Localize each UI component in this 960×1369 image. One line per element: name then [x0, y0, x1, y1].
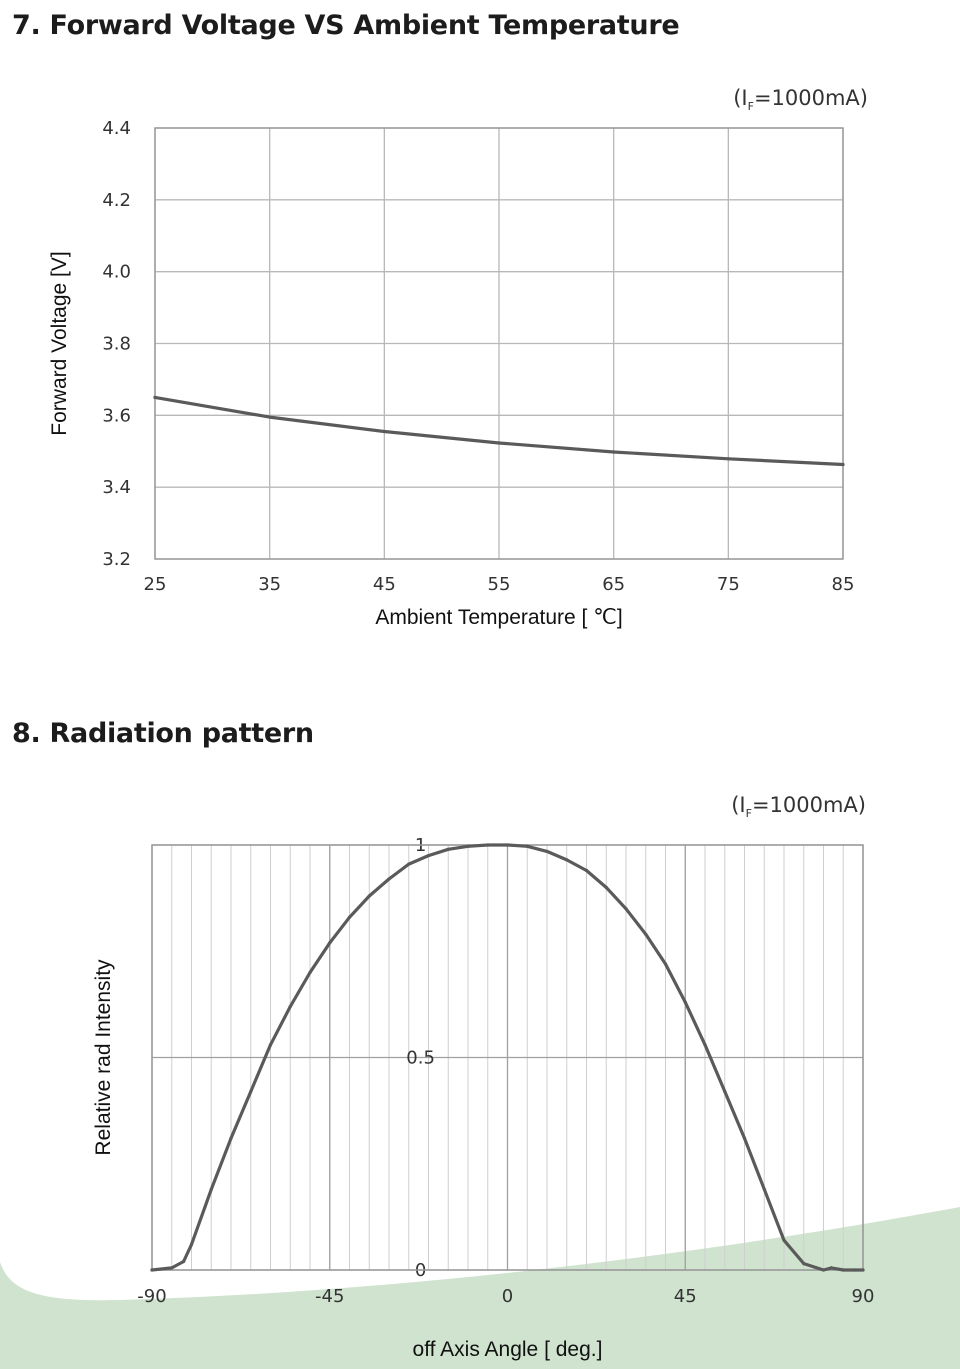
data-point: [861, 1268, 865, 1272]
data-point: [182, 1259, 186, 1264]
data-point: [545, 849, 549, 853]
data-point: [742, 1136, 747, 1140]
data-point: [802, 1262, 806, 1266]
data-point: [612, 450, 616, 454]
data-point: [407, 862, 411, 866]
data-point: [762, 1187, 766, 1191]
x-tick-label: 45: [674, 1286, 697, 1307]
y-tick-label: 3.8: [102, 334, 131, 355]
x-axis-label: Ambient Temperature [ ℃]: [375, 606, 622, 629]
test-condition-label: (IF=1000mA): [731, 793, 866, 820]
x-tick-label: 35: [258, 574, 281, 595]
data-point: [229, 1136, 233, 1140]
test-condition-label: (IF=1000mA): [733, 86, 868, 113]
data-point: [726, 457, 730, 461]
forward-voltage-chart: 25 35 45 55 65 75 85 3.2 3.4 3.6 3.8 4.0 4.2 4.4 Ambie…: [48, 118, 855, 629]
section-title-radiation-pattern: 8. Radiation pattern: [12, 718, 314, 749]
y-tick-label: 4.2: [102, 190, 131, 211]
data-point: [841, 1268, 845, 1272]
x-tick-label: 75: [717, 574, 740, 595]
y-tick-label: 3.6: [102, 405, 131, 426]
x-tick-label: -90: [137, 1286, 166, 1307]
data-series-line: [150, 843, 865, 1272]
x-tick-label: 65: [602, 574, 625, 595]
x-tick-label: 25: [144, 574, 167, 595]
condition-subscript: F: [747, 100, 754, 114]
section-title-forward-voltage: 7. Forward Voltage VS Ambient Temperatur…: [12, 10, 680, 41]
data-point: [829, 1266, 834, 1270]
data-point: [347, 915, 352, 919]
x-tick-label: 45: [373, 574, 396, 595]
x-tick-label: 0: [502, 1286, 513, 1307]
data-point: [525, 844, 529, 848]
data-point: [584, 868, 589, 873]
x-tick-label: 90: [852, 1286, 875, 1307]
y-tick-label: 0.5: [406, 1048, 435, 1069]
condition-prefix: (I: [733, 86, 748, 110]
condition-suffix: =1000mA): [753, 86, 868, 110]
data-point: [308, 970, 312, 975]
data-point: [209, 1187, 213, 1191]
data-point: [497, 441, 501, 445]
data-point: [565, 858, 569, 862]
data-point: [328, 941, 332, 945]
data-point: [663, 962, 668, 966]
x-tick-label: 55: [488, 574, 511, 595]
data-point: [268, 1043, 273, 1047]
condition-prefix: (I: [731, 793, 746, 817]
data-point: [249, 1089, 253, 1094]
data-point: [170, 1266, 174, 1270]
data-point: [505, 843, 510, 847]
data-point: [387, 877, 391, 881]
condition-subscript: F: [745, 807, 752, 821]
y-tick-label: 3.4: [102, 477, 131, 498]
y-tick-label: 4.4: [102, 118, 131, 139]
data-point: [486, 843, 490, 847]
data-point: [367, 894, 371, 898]
y-axis-label: Forward Voltage [V]: [48, 251, 71, 435]
data-point: [683, 1000, 687, 1004]
x-tick-label: 85: [832, 574, 855, 595]
data-point: [723, 1089, 727, 1094]
y-tick-label: 3.2: [102, 549, 131, 570]
data-point: [782, 1238, 786, 1242]
condition-suffix: =1000mA): [751, 793, 866, 817]
data-point: [821, 1268, 826, 1272]
data-point: [268, 415, 272, 419]
x-axis-label: off Axis Angle [ deg.]: [413, 1338, 603, 1361]
data-point: [841, 462, 845, 467]
green-swoosh-shape: [0, 1207, 960, 1369]
data-point: [446, 847, 450, 851]
data-point: [153, 395, 157, 399]
data-point: [288, 1004, 292, 1009]
data-point: [466, 844, 470, 848]
plot-frame: [154, 127, 844, 560]
y-tick-label: 4.0: [102, 262, 131, 283]
data-point: [189, 1242, 194, 1247]
data-point: [703, 1043, 707, 1047]
data-point: [644, 932, 648, 936]
data-point: [150, 1268, 154, 1272]
data-point: [382, 429, 386, 434]
x-tick-label: -45: [315, 1286, 344, 1307]
y-axis-label: Relative rad Intensity: [92, 959, 115, 1156]
data-point: [604, 885, 608, 890]
data-point: [853, 1268, 857, 1272]
data-point: [624, 907, 628, 911]
data-point: [426, 854, 431, 858]
